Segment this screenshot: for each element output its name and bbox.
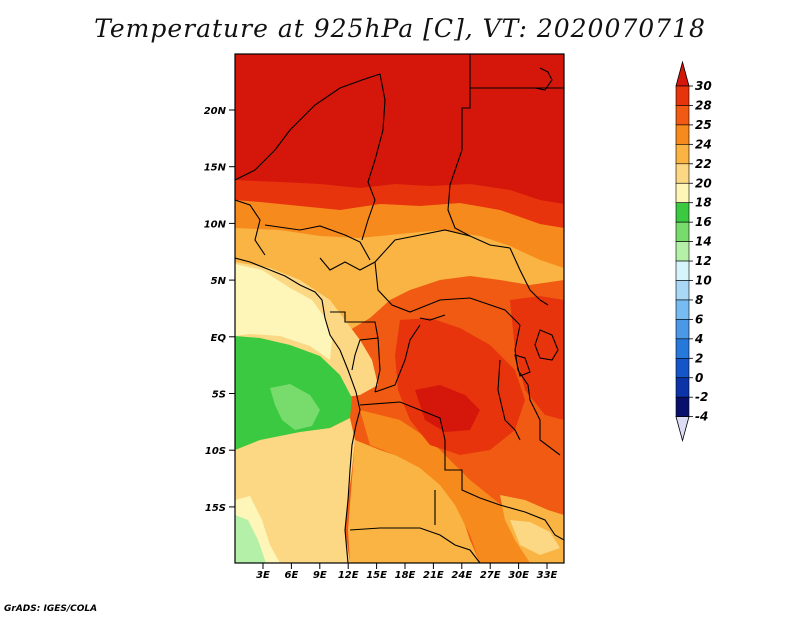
lat-tick-label: 10S bbox=[205, 446, 226, 457]
colorbar-swatch bbox=[675, 299, 690, 320]
colorbar-swatch bbox=[675, 202, 690, 223]
colorbar-label: -4 bbox=[695, 410, 708, 424]
border-line bbox=[330, 311, 379, 371]
country-borders bbox=[235, 54, 564, 563]
colorbar-label: 22 bbox=[695, 157, 712, 171]
field-interior-22 bbox=[348, 440, 480, 563]
border-line bbox=[497, 359, 521, 441]
colorbar-swatch bbox=[675, 396, 690, 417]
lon-tick-label: 6E bbox=[285, 570, 299, 581]
colorbar-swatch bbox=[675, 163, 690, 184]
colorbar-label: 24 bbox=[695, 137, 712, 151]
colorbar-label: 2 bbox=[695, 351, 703, 365]
colorbar-swatch bbox=[675, 182, 690, 204]
field-south-atlantic-pale bbox=[235, 515, 266, 563]
colorbar-label: 25 bbox=[695, 118, 712, 132]
border-line bbox=[361, 73, 386, 241]
colorbar-label: 16 bbox=[695, 215, 712, 229]
border-line bbox=[319, 229, 511, 271]
border-line bbox=[514, 324, 561, 456]
colorbar-label: 20 bbox=[695, 176, 712, 190]
lon-tick-label: 21E bbox=[423, 570, 444, 581]
border-line bbox=[419, 314, 446, 321]
lon-tick-label: 33E bbox=[537, 570, 558, 581]
colorbar-swatch bbox=[675, 105, 690, 126]
border-line bbox=[349, 527, 481, 563]
border-line bbox=[534, 329, 559, 361]
lon-tick-label: 24E bbox=[451, 570, 472, 581]
border-line bbox=[534, 67, 553, 91]
colorbar-label: 18 bbox=[695, 196, 712, 210]
lon-tick-label: 15E bbox=[366, 570, 387, 581]
colorbar-label: 28 bbox=[695, 98, 712, 112]
colorbar-swatch bbox=[675, 319, 690, 340]
lon-tick-label: 12E bbox=[338, 570, 359, 581]
colorbar-label: -2 bbox=[695, 390, 708, 404]
colorbar-swatch bbox=[675, 338, 690, 359]
lon-tick-label: 3E bbox=[256, 570, 270, 581]
lon-tick-label: 18E bbox=[395, 570, 416, 581]
colorbar-swatch bbox=[675, 280, 690, 301]
lat-tick-label: 10N bbox=[204, 219, 227, 230]
border-line bbox=[359, 401, 481, 499]
border-line bbox=[235, 73, 381, 181]
colorbar-swatch bbox=[675, 377, 690, 398]
field-ocean-light bbox=[270, 384, 320, 430]
map-frame bbox=[234, 53, 565, 564]
border-line bbox=[447, 54, 471, 237]
lon-tick-label: 30E bbox=[508, 570, 529, 581]
field-band-28 bbox=[235, 180, 564, 228]
lat-tick-label: 5N bbox=[211, 276, 227, 287]
colorbar-swatch bbox=[675, 241, 690, 262]
lon-tick-label: 9E bbox=[313, 570, 327, 581]
border-line bbox=[374, 261, 521, 326]
field-sahara bbox=[235, 54, 564, 205]
colorbar-swatch bbox=[675, 357, 690, 379]
colorbar-label: 12 bbox=[695, 254, 712, 268]
colorbar-label: 8 bbox=[695, 293, 703, 307]
colorbar-label: 14 bbox=[695, 235, 712, 249]
colorbar-swatch bbox=[675, 144, 690, 165]
border-line bbox=[374, 324, 421, 393]
colorbar-label: 0 bbox=[695, 371, 703, 385]
border-line bbox=[479, 497, 564, 541]
field-south-atlantic bbox=[235, 418, 355, 563]
border-line bbox=[509, 247, 549, 306]
border-line bbox=[514, 354, 531, 377]
lat-tick-label: 5S bbox=[212, 390, 226, 401]
colorbar-label: 10 bbox=[695, 274, 712, 288]
colorbar-swatch bbox=[675, 260, 690, 281]
chart-title: Temperature at 925hPa [C], VT: 202007071… bbox=[94, 14, 706, 43]
coastline bbox=[235, 257, 361, 563]
field-east-20 bbox=[510, 520, 560, 555]
field-band-18 bbox=[235, 264, 332, 360]
colorbar-top-arrow bbox=[675, 60, 690, 87]
grads-credit: GrADS: IGES/COLA bbox=[4, 604, 98, 614]
colorbar-swatch bbox=[675, 124, 690, 145]
colorbar-label: 4 bbox=[694, 332, 703, 346]
lat-tick-label: 15S bbox=[205, 503, 226, 514]
field-congo-sahara bbox=[415, 385, 480, 432]
border-line bbox=[264, 224, 371, 261]
border-line bbox=[374, 337, 381, 393]
colorbar-swatch bbox=[675, 85, 690, 106]
axis-ticks: 3E 6E 9E 12E 15E 18E 21E 24E 27E 30E 33E 20N 15N 10N 5… bbox=[204, 106, 558, 581]
lat-tick-label: 15N bbox=[204, 163, 227, 174]
lat-tick-label: EQ bbox=[211, 333, 227, 344]
lat-tick-label: 20N bbox=[204, 106, 227, 117]
lon-tick-label: 27E bbox=[480, 570, 501, 581]
colorbar-swatch bbox=[675, 221, 690, 242]
colorbar-bottom-arrow bbox=[675, 416, 690, 443]
field-east-28 bbox=[510, 296, 564, 420]
colorbar-label: 6 bbox=[695, 312, 703, 326]
colorbar-label: 30 bbox=[695, 79, 712, 93]
border-line bbox=[235, 199, 266, 256]
